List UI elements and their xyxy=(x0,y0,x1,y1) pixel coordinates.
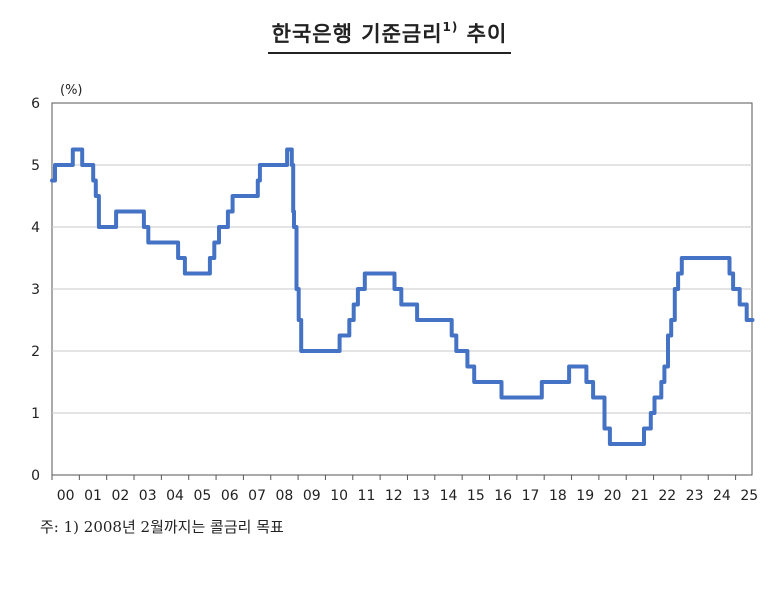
y-tick-label: 4 xyxy=(31,220,40,236)
x-tick-label: 01 xyxy=(84,488,102,504)
x-tick-label: 15 xyxy=(467,488,485,504)
x-tick-label: 21 xyxy=(631,488,649,504)
x-tick-label: 09 xyxy=(303,488,321,504)
x-tick-label: 07 xyxy=(248,488,266,504)
series-line-base-rate xyxy=(50,147,755,446)
y-tick-label: 2 xyxy=(31,344,40,360)
x-tick-label: 19 xyxy=(576,488,594,504)
chart-title-text: 한국은행 기준금리 xyxy=(271,22,443,46)
x-tick-label: 18 xyxy=(549,488,567,504)
x-tick-label: 06 xyxy=(221,488,239,504)
x-tick-label: 03 xyxy=(139,488,157,504)
x-tick-label: 02 xyxy=(111,488,129,504)
chart-title-suffix: 추이 xyxy=(458,22,508,46)
x-tick-label: 22 xyxy=(658,488,676,504)
y-tick-label: 3 xyxy=(31,282,40,298)
x-tick-label: 14 xyxy=(440,488,458,504)
chart-title-footnote-mark: 1) xyxy=(442,20,459,34)
x-tick-label: 04 xyxy=(166,488,184,504)
x-tick-label: 24 xyxy=(713,488,731,504)
x-tick-label: 23 xyxy=(686,488,704,504)
y-tick-label: 6 xyxy=(31,96,40,112)
x-axis-ticks: 00 01 02 03 04 05 06 07 08 09 10 11 12 13 14 15 16 17 18 19… xyxy=(51,475,758,504)
chart-title: 한국은행 기준금리1) 추이 xyxy=(0,18,779,54)
y-tick-label: 1 xyxy=(31,406,40,422)
chart-title-underlined: 한국은행 기준금리1) 추이 xyxy=(267,18,512,54)
x-tick-label: 12 xyxy=(385,488,403,504)
y-axis-unit-label: (%) xyxy=(60,83,83,98)
y-axis-ticks: 0 1 2 3 4 5 6 xyxy=(31,96,40,484)
x-tick-label: 13 xyxy=(412,488,430,504)
x-tick-label: 10 xyxy=(330,488,348,504)
x-tick-label: 25 xyxy=(740,488,758,504)
y-tick-label: 5 xyxy=(31,158,40,174)
y-tick-label: 0 xyxy=(31,468,40,484)
x-tick-label: 11 xyxy=(358,488,376,504)
x-tick-label: 17 xyxy=(522,488,540,504)
x-tick-label: 05 xyxy=(193,488,211,504)
x-tick-label: 20 xyxy=(604,488,622,504)
x-tick-label: 00 xyxy=(57,488,75,504)
x-tick-label: 08 xyxy=(276,488,294,504)
x-tick-label: 16 xyxy=(494,488,512,504)
footnote: 주: 1) 2008년 2월까지는 콜금리 목표 xyxy=(40,518,284,536)
